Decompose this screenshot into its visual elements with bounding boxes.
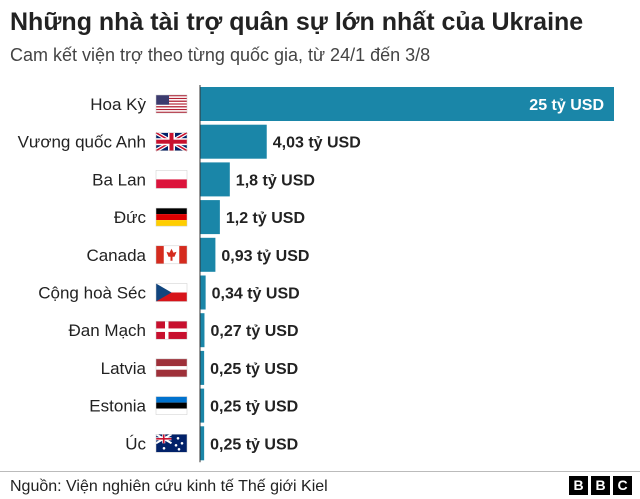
us-flag-icon xyxy=(155,94,188,114)
poland-flag-icon xyxy=(155,170,188,189)
value-label-9: 0,25 tỷ USD xyxy=(210,436,298,453)
denmark-flag-icon xyxy=(155,320,188,340)
australia-flag-icon xyxy=(155,433,188,453)
value-label-3: 1,2 tỷ USD xyxy=(226,210,305,227)
value-label-4: 0,93 tỷ USD xyxy=(221,248,309,265)
bbc-logo: B B C xyxy=(569,476,632,495)
canada-flag-icon xyxy=(155,245,188,265)
bar-0 xyxy=(200,87,614,121)
value-label-2: 1,8 tỷ USD xyxy=(236,172,315,189)
bar-3 xyxy=(200,200,220,235)
category-label-3: Đức xyxy=(114,208,147,227)
bar-5 xyxy=(200,275,206,310)
category-label-9: Úc xyxy=(125,434,146,453)
bar-4 xyxy=(200,237,216,272)
bar-8 xyxy=(200,388,205,423)
category-label-5: Cộng hoà Séc xyxy=(38,284,146,303)
value-label-8: 0,25 tỷ USD xyxy=(210,399,298,416)
chart-subtitle: Cam kết viện trợ theo từng quốc gia, từ … xyxy=(10,45,431,65)
bar-7 xyxy=(200,350,205,385)
value-label-7: 0,25 tỷ USD xyxy=(210,361,298,378)
uk-flag-icon xyxy=(154,130,189,153)
category-label-8: Estonia xyxy=(89,397,146,416)
logo-letter-b1: B xyxy=(569,476,588,495)
value-label-5: 0,34 tỷ USD xyxy=(212,286,300,303)
footer-divider xyxy=(0,471,640,472)
value-label-6: 0,27 tỷ USD xyxy=(210,323,298,340)
bar-1 xyxy=(200,124,267,159)
estonia-flag-icon xyxy=(155,396,188,415)
bar-6 xyxy=(200,313,205,348)
logo-letter-c: C xyxy=(613,476,632,495)
category-label-7: Latvia xyxy=(101,359,147,378)
bar-9 xyxy=(200,426,205,461)
germany-flag-icon xyxy=(155,207,188,227)
value-label-1: 4,03 tỷ USD xyxy=(273,135,361,152)
category-label-1: Vương quốc Anh xyxy=(18,133,146,152)
category-label-2: Ba Lan xyxy=(92,170,146,189)
latvia-flag-icon xyxy=(155,358,188,378)
category-label-0: Hoa Kỳ xyxy=(90,95,146,114)
czech-flag-icon xyxy=(155,283,188,302)
bar-chart: Hoa Kỳ 25 tỷ USD Vương quốc Anh 4,03 tỷ USD… xyxy=(18,85,614,463)
source-note: Nguồn: Viện nghiên cứu kinh tế Thế giới … xyxy=(10,478,328,495)
value-label-0: 25 tỷ USD xyxy=(529,97,604,114)
chart-title: Những nhà tài trợ quân sự lớn nhất của U… xyxy=(10,8,584,36)
category-label-6: Đan Mạch xyxy=(69,321,146,340)
category-label-4: Canada xyxy=(86,246,146,265)
bar-2 xyxy=(200,162,230,197)
logo-letter-b2: B xyxy=(591,476,610,495)
